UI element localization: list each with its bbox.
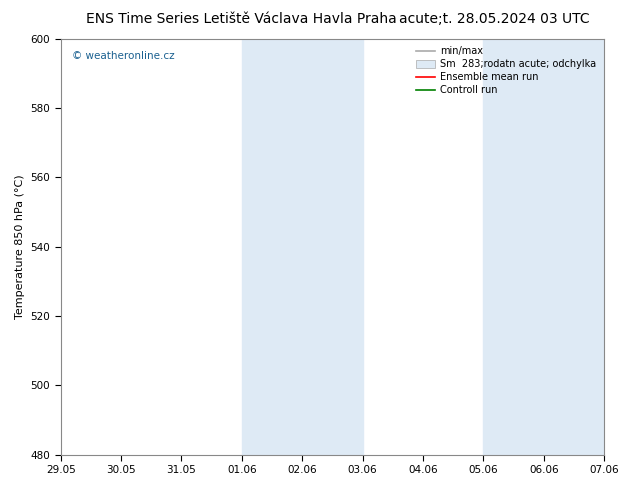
Bar — [483, 39, 604, 455]
Y-axis label: Temperature 850 hPa (°C): Temperature 850 hPa (°C) — [15, 174, 25, 319]
Text: © weatheronline.cz: © weatheronline.cz — [72, 51, 174, 61]
Text: ENS Time Series Letiště Václava Havla Praha: ENS Time Series Letiště Václava Havla Pr… — [86, 12, 396, 26]
Legend: min/max, Sm  283;rodatn acute; odchylka, Ensemble mean run, Controll run: min/max, Sm 283;rodatn acute; odchylka, … — [413, 44, 599, 98]
Bar — [242, 39, 363, 455]
Text: acute;t. 28.05.2024 03 UTC: acute;t. 28.05.2024 03 UTC — [399, 12, 590, 26]
